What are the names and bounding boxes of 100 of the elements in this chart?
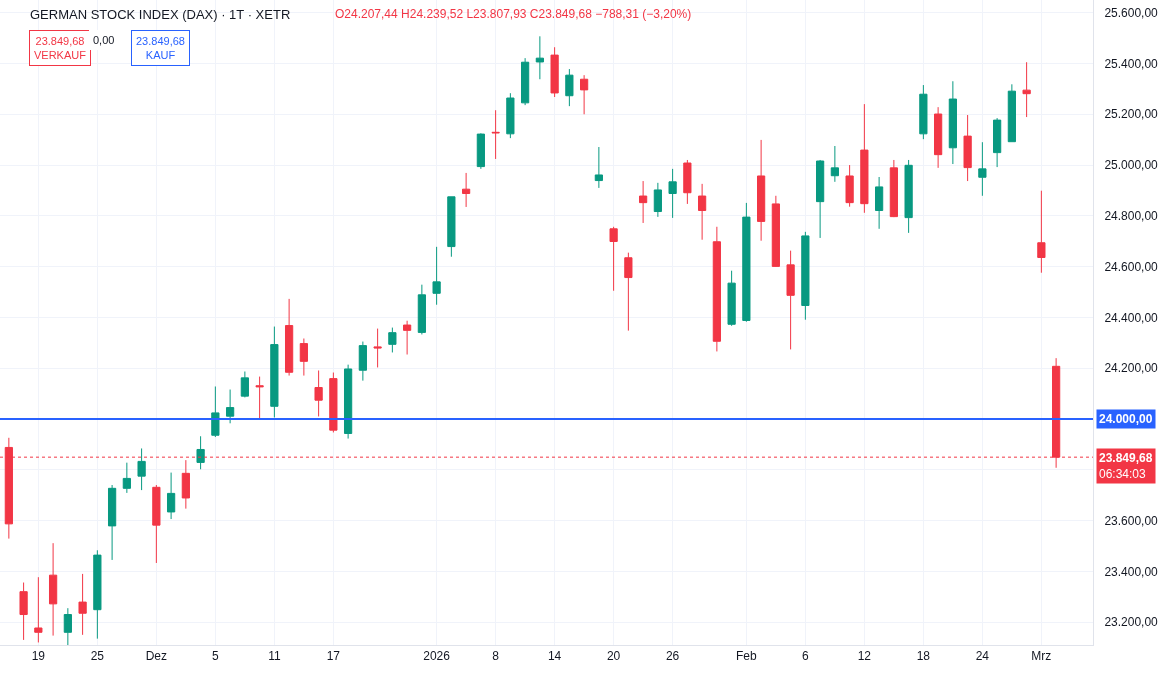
x-tick-label: 18 [916,649,931,664]
ref-line-label: 24.000,00 [1099,412,1153,426]
candlestick [978,141,987,197]
candlestick [771,195,780,268]
annotation: 23.849,68 KAUF [136,35,185,62]
candlestick [934,106,943,169]
candlestick [993,117,1002,168]
y-tick-label: 25.600,00 [1104,5,1159,20]
candlestick [1007,83,1016,143]
candlestick [653,182,662,218]
candlestick [255,376,264,420]
annotation: 0,00 [93,34,115,46]
candlestick [535,35,544,80]
candlestick [919,84,928,140]
candlestick [727,270,736,327]
y-tick-label: 23.200,00 [1104,615,1159,630]
candlestick [388,327,397,353]
candlestick [639,180,648,224]
candlestick [240,371,249,398]
candlestick [34,576,43,643]
candlestick [1037,190,1046,274]
candlestick [432,246,441,306]
candlestick [712,226,721,352]
text: GERMAN STOCK INDEX (DAX) · 1T · XETR [30,7,291,22]
y-tick-label: 25.000,00 [1104,158,1159,173]
candlestick [845,164,854,208]
candlestick [166,472,176,520]
candlestick [491,109,500,160]
candlestick [403,320,412,355]
x-tick-label: 6 [802,649,810,664]
candlestick [152,484,161,564]
candlestick [609,226,618,292]
candlestick [521,57,530,106]
ref-line-label: 23.849,68 06:34:03 [1099,451,1153,481]
candlestick [462,172,471,208]
candlestick [476,132,485,170]
candlestick [48,542,58,637]
candlestick [698,183,707,241]
y-tick-label: 23.600,00 [1104,513,1159,528]
x-tick-label: 25 [90,649,105,664]
y-tick-label: 25.200,00 [1104,107,1159,122]
x-tick-label: Feb [736,649,758,664]
candlestick [948,80,957,165]
x-tick-label: 11 [268,649,281,664]
candlestick [343,364,353,440]
text: O24.207,44 H24.239,52 L23.807,93 C23.849,68 −788,31 (−3,20%) [335,7,692,21]
candlestick [122,462,131,494]
x-tick-label: 12 [857,649,872,664]
candlestick [683,159,692,205]
candlestick [417,284,426,335]
candlestick [875,176,884,230]
candlestick [93,549,102,640]
candlestick [270,326,279,418]
candlestick [225,389,235,424]
x-tick-label: 20 [606,649,621,664]
candlestick [447,196,456,258]
x-tick-label: 5 [212,649,220,664]
x-tick-label: Mrz [1031,649,1052,664]
candlestick [314,369,323,417]
candlestick [19,582,28,641]
y-tick-label: 24.200,00 [1104,361,1159,376]
x-tick-label: 14 [547,649,562,664]
x-tick-label: 24 [975,649,990,664]
y-tick-label: 24.400,00 [1104,310,1159,325]
candlestick [137,447,146,491]
candlestick [963,114,972,182]
candlestick [196,435,205,470]
candlestick [78,573,87,636]
candlestick [889,159,898,218]
candlestick [329,372,338,433]
candlestick [181,459,190,510]
candlestick [786,250,795,350]
candlestick [742,202,751,323]
x-tick-label: 8 [492,649,500,664]
x-tick-label: 17 [326,649,341,664]
x-tick-label: Dez [145,649,168,664]
candlestick [107,484,117,561]
candlestick [506,92,515,139]
candlestick [550,46,559,98]
candlestick [830,145,839,183]
candlestick [668,168,677,219]
x-tick-label: 26 [665,649,680,664]
candlestick [358,341,367,382]
candlestick [816,159,825,239]
candlestick [1022,61,1031,118]
candlestick [860,103,869,214]
candlestick [624,252,633,332]
candlestick [594,146,603,189]
y-tick-label: 24.800,00 [1104,209,1159,224]
annotation: 23.849,68 VERKAUF [34,35,87,62]
candlestick [211,385,220,438]
candlestick [565,68,574,107]
candlestick [757,139,766,242]
candlestick [580,74,589,115]
y-tick-label: 25.400,00 [1104,56,1159,71]
candlestick [801,231,810,321]
x-tick-label: 19 [31,649,46,664]
x-tick-label: 2026 [423,649,451,664]
candlestick [904,159,913,234]
y-tick-label: 24.600,00 [1104,259,1159,274]
